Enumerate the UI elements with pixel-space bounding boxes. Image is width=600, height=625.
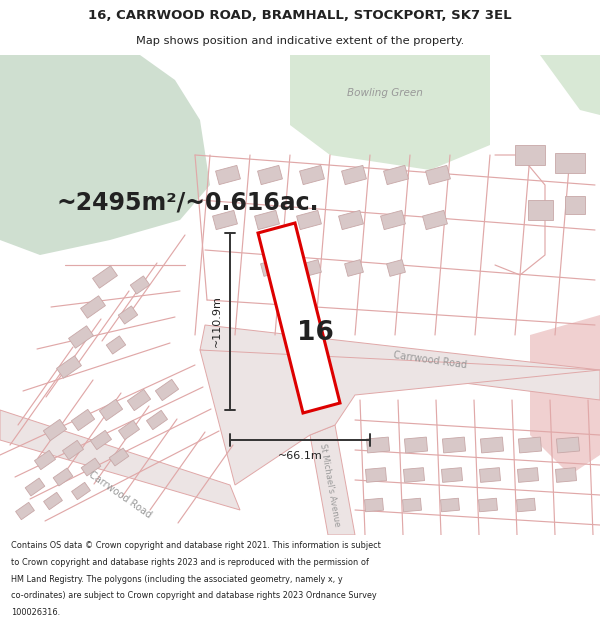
Polygon shape	[155, 379, 179, 401]
Polygon shape	[403, 468, 425, 482]
Polygon shape	[258, 223, 340, 413]
Polygon shape	[71, 482, 91, 499]
Polygon shape	[127, 389, 151, 411]
Text: Contains OS data © Crown copyright and database right 2021. This information is : Contains OS data © Crown copyright and d…	[11, 541, 380, 550]
Polygon shape	[260, 259, 280, 276]
Polygon shape	[365, 498, 383, 512]
Polygon shape	[290, 55, 490, 170]
Text: St Michael's Avenue: St Michael's Avenue	[318, 442, 342, 528]
Text: 16: 16	[296, 320, 334, 346]
Polygon shape	[109, 448, 129, 466]
Text: HM Land Registry. The polygons (including the associated geometry, namely x, y: HM Land Registry. The polygons (includin…	[11, 574, 343, 584]
Polygon shape	[479, 498, 497, 512]
Polygon shape	[200, 325, 600, 400]
Polygon shape	[440, 498, 460, 512]
Polygon shape	[518, 437, 542, 453]
Text: Map shows position and indicative extent of the property.: Map shows position and indicative extent…	[136, 36, 464, 46]
Polygon shape	[212, 211, 238, 229]
Polygon shape	[517, 468, 539, 482]
Polygon shape	[34, 451, 56, 469]
Polygon shape	[254, 211, 280, 229]
Polygon shape	[81, 458, 101, 476]
Polygon shape	[118, 421, 140, 439]
Polygon shape	[44, 492, 62, 509]
Polygon shape	[422, 211, 448, 229]
Polygon shape	[200, 350, 600, 485]
Text: ~110.9m: ~110.9m	[212, 296, 222, 348]
Text: to Crown copyright and database rights 2023 and is reproduced with the permissio: to Crown copyright and database rights 2…	[11, 558, 368, 567]
Polygon shape	[404, 437, 428, 453]
Polygon shape	[310, 425, 355, 535]
Polygon shape	[92, 266, 118, 288]
Polygon shape	[100, 399, 122, 421]
Polygon shape	[0, 410, 240, 510]
Polygon shape	[517, 498, 535, 512]
Polygon shape	[68, 326, 94, 348]
Polygon shape	[91, 431, 112, 449]
Text: ~2495m²/~0.616ac.: ~2495m²/~0.616ac.	[57, 191, 319, 215]
Polygon shape	[556, 437, 580, 453]
Polygon shape	[341, 166, 367, 184]
Polygon shape	[556, 468, 577, 482]
Polygon shape	[299, 166, 325, 184]
Polygon shape	[71, 409, 95, 431]
Text: Carrwood Road: Carrwood Road	[392, 350, 467, 370]
Polygon shape	[215, 166, 241, 184]
Polygon shape	[367, 437, 389, 453]
Polygon shape	[442, 468, 463, 482]
Polygon shape	[106, 336, 126, 354]
Polygon shape	[403, 498, 421, 512]
Polygon shape	[425, 166, 451, 184]
Polygon shape	[365, 468, 386, 482]
Polygon shape	[43, 419, 67, 441]
Polygon shape	[344, 259, 364, 276]
Polygon shape	[296, 211, 322, 229]
Polygon shape	[555, 153, 585, 173]
Text: ~66.1m: ~66.1m	[278, 451, 322, 461]
Polygon shape	[0, 55, 210, 255]
Polygon shape	[53, 468, 73, 486]
Text: 16, CARRWOOD ROAD, BRAMHALL, STOCKPORT, SK7 3EL: 16, CARRWOOD ROAD, BRAMHALL, STOCKPORT, …	[88, 9, 512, 22]
Polygon shape	[380, 211, 406, 229]
Polygon shape	[130, 276, 150, 294]
Polygon shape	[540, 55, 600, 115]
Polygon shape	[565, 196, 585, 214]
Polygon shape	[527, 200, 553, 220]
Polygon shape	[338, 211, 364, 229]
Polygon shape	[479, 468, 500, 482]
Polygon shape	[118, 306, 138, 324]
Polygon shape	[386, 259, 406, 276]
Text: 100026316.: 100026316.	[11, 608, 60, 617]
Polygon shape	[530, 315, 600, 475]
Text: co-ordinates) are subject to Crown copyright and database rights 2023 Ordnance S: co-ordinates) are subject to Crown copyr…	[11, 591, 376, 600]
Polygon shape	[56, 356, 82, 378]
Polygon shape	[25, 478, 45, 496]
Polygon shape	[481, 437, 503, 453]
Polygon shape	[383, 166, 409, 184]
Text: Carrwood Road: Carrwood Road	[87, 469, 153, 521]
Polygon shape	[80, 296, 106, 318]
Polygon shape	[16, 503, 34, 519]
Polygon shape	[442, 437, 466, 453]
Polygon shape	[146, 411, 167, 429]
Polygon shape	[515, 145, 545, 165]
Polygon shape	[62, 441, 83, 459]
Polygon shape	[302, 259, 322, 276]
Polygon shape	[257, 166, 283, 184]
Text: Bowling Green: Bowling Green	[347, 88, 423, 98]
